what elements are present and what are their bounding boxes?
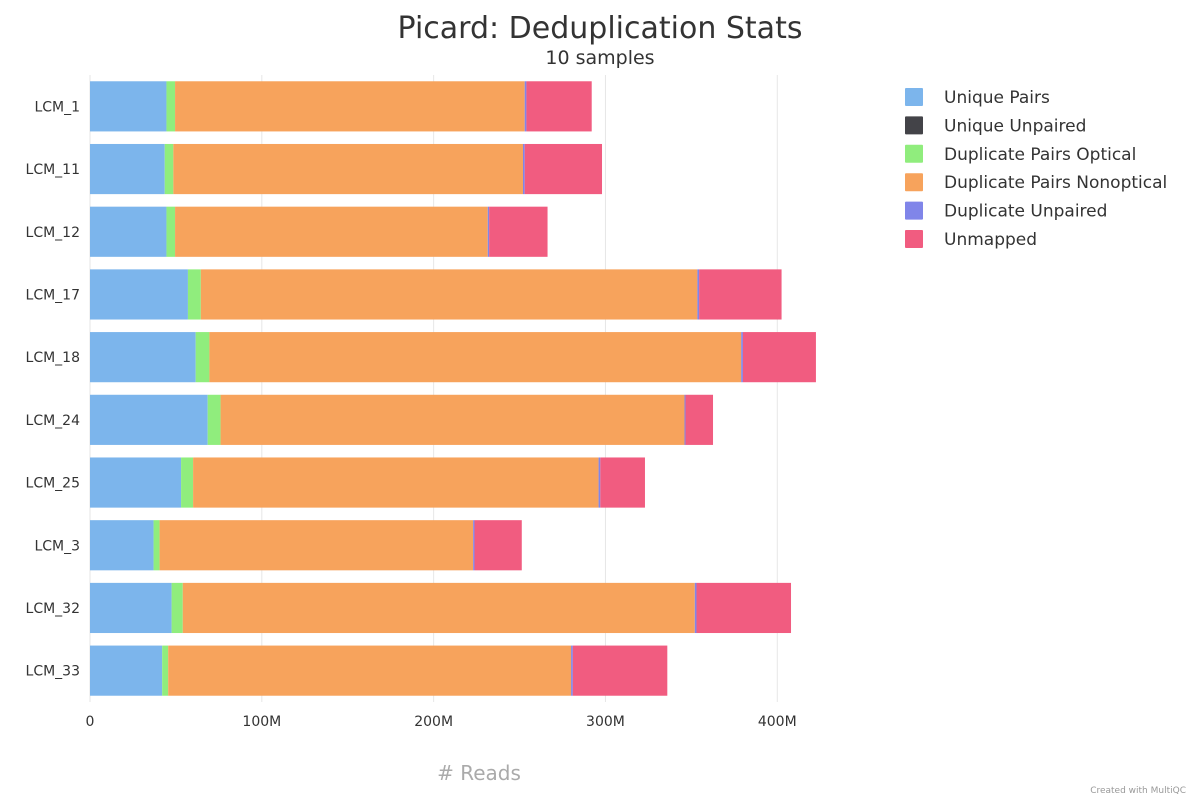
bars — [90, 81, 816, 696]
legend-item-unique-pairs[interactable]: Unique Pairs — [905, 88, 1050, 108]
credit-text: Created with MultiQC — [1090, 786, 1186, 796]
bar-segment-unmapped[interactable] — [600, 457, 645, 508]
bar-segment-duplicate-pairs-optical[interactable] — [171, 582, 183, 634]
legend-item-unmapped[interactable]: Unmapped — [905, 230, 1037, 250]
x-axis-label: # Reads — [437, 761, 521, 785]
legend-swatch — [905, 144, 923, 163]
x-tick-label: 400M — [758, 714, 797, 730]
bar-segment-duplicate-pairs-nonoptical[interactable] — [209, 332, 742, 383]
bar-segment-duplicate-unpaired[interactable] — [684, 394, 686, 445]
bar-segment-unique-pairs[interactable] — [90, 81, 167, 132]
y-tick-label: LCM_3 — [34, 538, 80, 554]
bar-segment-duplicate-unpaired[interactable] — [524, 81, 527, 132]
bar-segment-unmapped[interactable] — [742, 332, 816, 383]
bar-segment-duplicate-unpaired[interactable] — [487, 206, 490, 257]
x-tick-label: 100M — [242, 714, 281, 730]
legend-swatch — [905, 116, 923, 135]
y-tick-label: LCM_25 — [26, 476, 80, 492]
y-tick-label: LCM_18 — [26, 350, 80, 366]
bar-segment-duplicate-pairs-optical[interactable] — [181, 457, 194, 508]
legend-swatch — [905, 230, 923, 248]
bar-segment-duplicate-pairs-nonoptical[interactable] — [220, 394, 685, 445]
bar-segment-duplicate-pairs-nonoptical[interactable] — [159, 520, 474, 571]
bar-segment-unique-pairs[interactable] — [90, 206, 167, 257]
x-tick-label: 200M — [414, 714, 453, 730]
bar-segment-unmapped[interactable] — [526, 81, 592, 132]
bar-segment-duplicate-pairs-optical[interactable] — [166, 81, 176, 132]
bar-segment-duplicate-pairs-optical[interactable] — [164, 143, 174, 195]
bar-segment-unmapped[interactable] — [685, 394, 714, 445]
bar-segment-duplicate-pairs-optical[interactable] — [166, 206, 176, 257]
legend-item-unique-unpaired[interactable]: Unique Unpaired — [905, 116, 1086, 136]
bar-segment-duplicate-unpaired[interactable] — [598, 457, 601, 508]
bar-segment-duplicate-pairs-optical[interactable] — [153, 520, 160, 571]
legend-swatch — [905, 201, 923, 220]
bar-segment-duplicate-unpaired[interactable] — [697, 269, 700, 320]
y-tick-label: LCM_33 — [26, 664, 80, 680]
legend-label: Duplicate Pairs Nonoptical — [944, 173, 1167, 193]
bar-segment-duplicate-pairs-nonoptical[interactable] — [200, 269, 698, 320]
bar-segment-unique-pairs[interactable] — [90, 457, 182, 508]
legend-label: Unique Unpaired — [944, 116, 1086, 136]
legend-label: Unmapped — [944, 230, 1037, 250]
bar-segment-unique-pairs[interactable] — [90, 332, 196, 383]
legend-swatch — [905, 173, 923, 192]
bar-segment-unique-pairs[interactable] — [90, 143, 165, 195]
y-tick-label: LCM_12 — [26, 225, 80, 241]
bar-segment-unmapped[interactable] — [524, 143, 603, 195]
bar-segment-duplicate-unpaired[interactable] — [694, 582, 697, 634]
x-tick-label: 300M — [586, 714, 625, 730]
bar-segment-unmapped[interactable] — [696, 582, 792, 634]
legend-item-duplicate-unpaired[interactable]: Duplicate Unpaired — [905, 201, 1107, 222]
bar-segment-duplicate-pairs-nonoptical[interactable] — [168, 645, 572, 696]
axes: 0 100M 200M 300M 400M LCM_1 LCM_11 LCM_12 LCM_17… — [26, 99, 797, 730]
bar-segment-duplicate-pairs-nonoptical[interactable] — [175, 206, 488, 257]
bar-segment-unique-pairs[interactable] — [90, 645, 163, 696]
bar-segment-duplicate-pairs-optical[interactable] — [162, 645, 169, 696]
chart-title: Picard: Deduplication Stats — [398, 11, 803, 46]
chart-subtitle: 10 samples — [545, 47, 654, 69]
bar-segment-unmapped[interactable] — [699, 269, 782, 320]
bar-segment-duplicate-unpaired[interactable] — [741, 332, 743, 383]
y-tick-label: LCM_1 — [34, 99, 80, 115]
legend-label: Duplicate Unpaired — [944, 202, 1107, 222]
y-tick-label: LCM_11 — [26, 162, 80, 178]
bar-segment-duplicate-pairs-nonoptical[interactable] — [182, 582, 695, 634]
legend-item-duplicate-pairs-optical[interactable]: Duplicate Pairs Optical — [905, 144, 1136, 165]
bar-segment-duplicate-unpaired[interactable] — [571, 645, 573, 696]
legend-label: Duplicate Pairs Optical — [944, 145, 1136, 165]
legend-swatch — [905, 88, 923, 106]
bar-segment-duplicate-pairs-optical[interactable] — [187, 269, 201, 320]
bar-segment-unmapped[interactable] — [489, 206, 548, 257]
y-tick-label: LCM_17 — [26, 287, 80, 303]
bar-segment-duplicate-pairs-nonoptical[interactable] — [193, 457, 599, 508]
bar-segment-duplicate-unpaired[interactable] — [522, 143, 525, 195]
bar-segment-unique-pairs[interactable] — [90, 394, 208, 445]
bar-segment-unique-pairs[interactable] — [90, 582, 172, 634]
y-tick-label: LCM_32 — [26, 601, 80, 617]
legend-item-duplicate-pairs-nonoptical[interactable]: Duplicate Pairs Nonoptical — [905, 173, 1167, 193]
bar-segment-duplicate-pairs-optical[interactable] — [195, 332, 210, 383]
bar-segment-unmapped[interactable] — [572, 645, 668, 696]
x-tick-label: 0 — [86, 714, 95, 730]
bar-segment-unique-pairs[interactable] — [90, 269, 188, 320]
bar-segment-duplicate-pairs-nonoptical[interactable] — [173, 143, 523, 195]
legend-label: Unique Pairs — [944, 88, 1050, 108]
legend: Unique Pairs Unique Unpaired Duplicate Pai… — [905, 88, 1167, 250]
y-tick-label: LCM_24 — [26, 413, 81, 429]
bar-segment-unique-pairs[interactable] — [90, 520, 154, 571]
bar-segment-duplicate-pairs-optical[interactable] — [207, 394, 221, 445]
bar-segment-duplicate-unpaired[interactable] — [473, 520, 475, 571]
bar-segment-unmapped[interactable] — [474, 520, 522, 571]
bar-segment-duplicate-pairs-nonoptical[interactable] — [175, 81, 525, 132]
